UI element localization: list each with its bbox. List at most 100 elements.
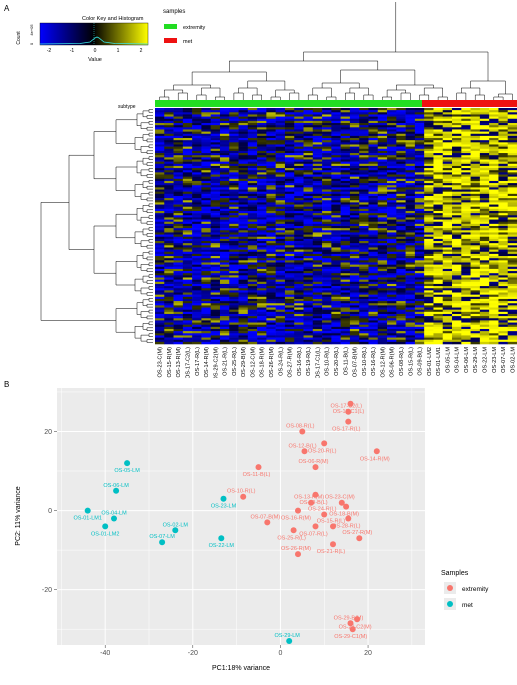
heatmap-cell (368, 146, 379, 150)
heatmap-cell (210, 174, 221, 177)
heatmap-cell (461, 320, 471, 323)
heatmap-cell (210, 328, 221, 332)
heatmap-cell (275, 279, 286, 283)
column-label: OS-04-LM (455, 347, 461, 373)
heatmap-cell (266, 112, 276, 115)
heatmap-cell (322, 320, 332, 323)
heatmap-cell (257, 204, 267, 207)
heatmap-cell (414, 200, 425, 203)
heatmap-cell (229, 305, 239, 308)
heatmap-cell (257, 288, 267, 291)
heatmap-cell (452, 256, 462, 259)
heatmap-cell (452, 286, 462, 289)
heatmap-cell (303, 292, 314, 295)
column-label: OS-06-R(M) (390, 347, 396, 378)
heatmap-cell (479, 118, 490, 122)
heatmap-cell (359, 127, 369, 130)
heatmap-cell (275, 245, 286, 248)
heatmap-cell (396, 131, 406, 135)
heatmap-cell (294, 271, 304, 274)
heatmap-cell (405, 204, 416, 207)
heatmap-cell (489, 328, 499, 332)
heatmap-cell (275, 298, 286, 302)
heatmap-cell (201, 108, 211, 111)
heatmap-cell (257, 275, 267, 278)
heatmap-cell (359, 262, 369, 265)
heatmap-cell (312, 228, 323, 231)
column-dendrogram (159, 2, 513, 100)
heatmap-cell (461, 292, 471, 295)
heatmap-cell (247, 138, 258, 141)
heatmap-cell (377, 153, 388, 156)
heatmap-cell (498, 155, 509, 158)
heatmap-cell (173, 247, 184, 250)
heatmap-cell (331, 193, 341, 197)
heatmap-cell (266, 146, 276, 150)
heatmap-cell (433, 129, 444, 132)
heatmap-cell (155, 266, 165, 270)
heatmap-cell (405, 185, 416, 188)
heatmap-cell (229, 127, 239, 130)
heatmap-cell (266, 168, 276, 171)
heatmap-cell (303, 108, 314, 111)
heatmap-cell (359, 301, 369, 304)
heatmap-cell (368, 170, 379, 173)
heatmap-cell (489, 110, 499, 113)
heatmap-cell (507, 208, 517, 212)
heatmap-cell (322, 133, 332, 137)
heatmap-cell (424, 148, 434, 152)
heatmap-cell (470, 283, 481, 287)
pca-point (330, 523, 336, 530)
heatmap-cell (405, 296, 416, 300)
heatmap-cell (312, 202, 323, 205)
heatmap-cell (312, 198, 323, 201)
heatmap-cell (498, 292, 509, 295)
heatmap-cell (489, 292, 499, 295)
heatmap-cell (452, 172, 462, 175)
heatmap-cell (303, 277, 314, 280)
heatmap-cell (368, 243, 379, 246)
heatmap-cell (173, 281, 184, 285)
column-label: OS-22-LM (483, 347, 489, 373)
heatmap-cell (349, 206, 360, 210)
heatmap-cell (173, 195, 184, 199)
heatmap-cell (275, 286, 286, 289)
heatmap-cell (405, 176, 416, 180)
heatmap-cell (303, 309, 314, 313)
heatmap-cell (155, 303, 165, 306)
heatmap-cell (368, 271, 379, 274)
heatmap-cell (340, 277, 351, 280)
heatmap-cell (303, 138, 314, 141)
heatmap-cell (294, 307, 304, 310)
heatmap-cell (489, 191, 499, 195)
heatmap-cell (164, 337, 174, 341)
heatmap-cell (275, 320, 286, 323)
heatmap-cell (266, 157, 276, 160)
heatmap-cell (498, 114, 509, 117)
heatmap-cell (266, 241, 276, 244)
heatmap-cell (266, 292, 276, 295)
heatmap-cell (470, 185, 481, 188)
heatmap-cell (266, 202, 276, 205)
heatmap-cell (387, 253, 397, 257)
heatmap-cell (219, 123, 230, 126)
heatmap-cell (201, 298, 211, 302)
heatmap-cell (210, 178, 221, 182)
heatmap-cell (210, 120, 221, 124)
pca-point (343, 503, 350, 510)
heatmap-cell (498, 303, 509, 306)
heatmap-cell (498, 228, 509, 231)
heatmap-cell (238, 309, 249, 313)
heatmap-cell (479, 195, 490, 199)
heatmap-cell (257, 273, 267, 276)
pca-point (295, 507, 301, 514)
heatmap-cell (173, 268, 184, 272)
heatmap-cell (275, 208, 286, 212)
heatmap-cell (210, 311, 221, 315)
heatmap-cell (442, 208, 453, 212)
heatmap-cell (294, 193, 304, 197)
heatmap-cell (414, 204, 425, 207)
heatmap-cell (294, 322, 304, 325)
heatmap-cell (424, 157, 434, 160)
heatmap-cell (331, 339, 341, 343)
